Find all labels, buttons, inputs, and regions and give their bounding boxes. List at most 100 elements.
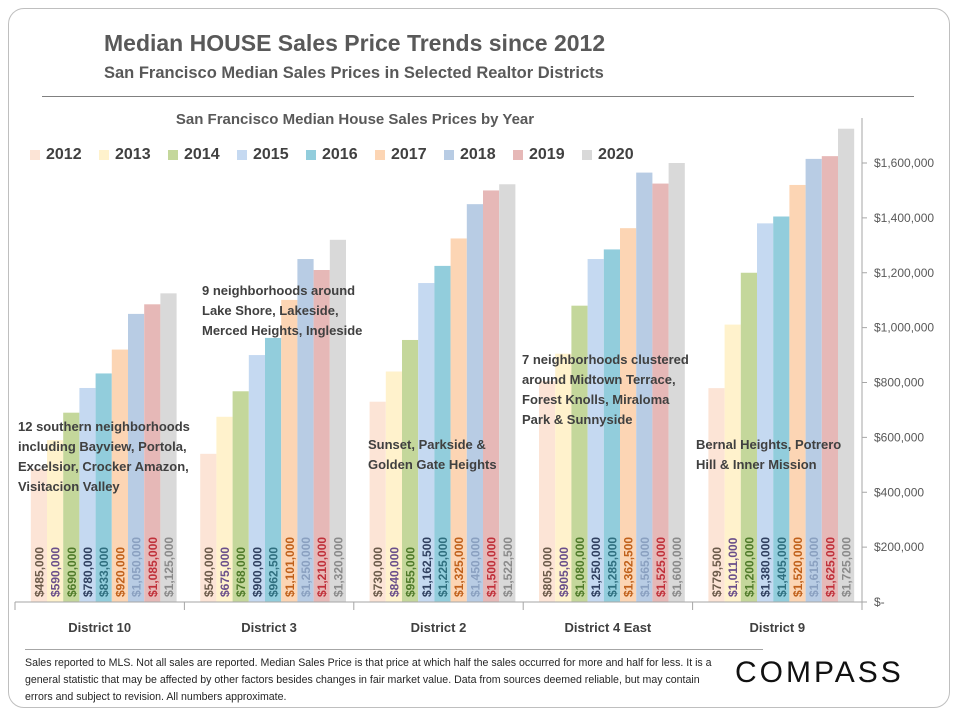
- data-label: $690,000: [65, 547, 79, 597]
- legend-label: 2020: [598, 146, 634, 163]
- annotation-line: Excelsior, Crocker Amazon,: [18, 459, 189, 474]
- chart-title: San Francisco Median House Sales Prices …: [175, 111, 535, 128]
- bar-2017-district-2: [450, 238, 467, 602]
- category-label: District 3: [241, 620, 297, 635]
- bar-2015-district-9: [757, 223, 774, 603]
- data-label: $730,000: [371, 547, 385, 597]
- data-label: $1,210,000: [315, 537, 329, 597]
- bar-2015-district-10: [79, 387, 96, 602]
- category-label: District 9: [749, 620, 805, 635]
- y-tick-label: $1,400,000: [874, 211, 934, 225]
- category-label: District 4 East: [565, 620, 652, 635]
- bar-2018-district-9: [805, 158, 822, 602]
- bar-2016-district-3: [265, 337, 282, 602]
- annotation-line: Forest Knolls, Miraloma: [522, 392, 670, 407]
- header-divider: [42, 96, 914, 97]
- bar-2014-district-9: [740, 272, 757, 602]
- legend-label: 2017: [391, 146, 427, 163]
- annotation-line: 7 neighborhoods clustered: [522, 352, 689, 367]
- bar-2019-district-4-east: [652, 183, 669, 602]
- page-title: Median HOUSE Sales Price Trends since 20…: [104, 30, 606, 56]
- bar-2016-district-9: [773, 216, 790, 603]
- data-label: $1,362,500: [622, 537, 636, 597]
- data-label: $900,000: [250, 547, 264, 597]
- bar-2018-district-10: [128, 313, 145, 602]
- legend-item-2018: 2018: [444, 146, 513, 164]
- data-label: $779,500: [710, 547, 724, 597]
- bar-2013-district-9: [724, 324, 741, 602]
- legend-item-2012: 2012: [30, 146, 99, 164]
- data-label: $1,380,000: [759, 537, 773, 597]
- legend-label: 2018: [460, 146, 496, 163]
- data-label: $1,525,000: [654, 537, 668, 597]
- legend-label: 2019: [529, 146, 565, 163]
- data-label: $1,080,000: [573, 537, 587, 597]
- data-label: $1,725,000: [840, 537, 854, 597]
- legend-swatch: [30, 150, 40, 160]
- bar-2013-district-10: [47, 440, 64, 602]
- bar-2012-district-3: [200, 453, 217, 602]
- legend-swatch: [375, 150, 385, 160]
- data-label: $1,450,000: [468, 537, 482, 597]
- data-label: $1,125,000: [162, 537, 176, 597]
- data-label: $1,625,000: [823, 537, 837, 597]
- legend-label: 2012: [46, 146, 82, 163]
- legend-swatch: [582, 150, 592, 160]
- data-label: $840,000: [387, 547, 401, 597]
- data-label: $1,200,000: [742, 537, 756, 597]
- legend-label: 2013: [115, 146, 151, 163]
- bar-2019-district-2: [483, 190, 500, 602]
- data-label: $485,000: [32, 547, 46, 597]
- bar-2017-district-4-east: [620, 228, 637, 602]
- data-label: $1,225,000: [436, 537, 450, 597]
- data-label: $1,250,000: [299, 537, 313, 597]
- data-label: $1,101,000: [283, 537, 297, 597]
- annotation-line: Golden Gate Heights: [368, 457, 497, 472]
- slide-frame: [8, 8, 950, 708]
- data-label: $1,565,000: [638, 537, 652, 597]
- legend-swatch: [237, 150, 247, 160]
- y-tick-label: $200,000: [874, 540, 924, 554]
- annotation-line: Visitacion Valley: [18, 479, 120, 494]
- annotation-line: including Bayview, Portola,: [18, 439, 187, 454]
- bar-2012-district-10: [30, 468, 47, 602]
- bar-2014-district-2: [402, 339, 419, 602]
- legend-item-2015: 2015: [237, 146, 306, 164]
- bar-2013-district-4-east: [555, 353, 572, 602]
- y-tick-label: $1,600,000: [874, 156, 934, 170]
- bar-2020-district-3: [329, 239, 346, 602]
- bar-2018-district-4-east: [636, 172, 653, 602]
- bar-2019-district-3: [313, 270, 330, 602]
- y-tick-label: $1,200,000: [874, 266, 934, 280]
- y-tick-label: $-: [874, 595, 885, 609]
- annotation-line: 9 neighborhoods around: [202, 283, 356, 298]
- data-label: $1,600,000: [670, 537, 684, 597]
- bar-2014-district-4-east: [571, 305, 588, 602]
- data-label: $590,000: [49, 547, 63, 597]
- annotation-line: Park & Sunnyside: [522, 412, 633, 427]
- data-label: $905,000: [557, 547, 571, 597]
- footer-divider: [25, 649, 763, 650]
- legend-label: 2014: [184, 146, 220, 163]
- bar-2015-district-4-east: [587, 259, 604, 602]
- data-label: $1,615,000: [807, 537, 821, 597]
- bar-2014-district-10: [63, 412, 80, 602]
- legend-label: 2015: [253, 146, 289, 163]
- legend-item-2020: 2020: [582, 146, 651, 164]
- y-tick-label: $600,000: [874, 430, 924, 444]
- compass-logo: COMPASS: [735, 656, 904, 689]
- footer-note: Sales reported to MLS. Not all sales are…: [25, 657, 712, 703]
- bar-2020-district-10: [160, 293, 177, 602]
- data-label: $1,520,000: [791, 537, 805, 597]
- bar-2017-district-3: [281, 299, 298, 602]
- annotation-line: Lake Shore, Lakeside,: [202, 303, 339, 318]
- legend-item-2014: 2014: [168, 146, 237, 164]
- annotation-line: around Midtown Terrace,: [522, 372, 676, 387]
- annotation-line: Merced Heights, Ingleside: [202, 323, 363, 338]
- annotation-line: Bernal Heights, Potrero: [696, 437, 842, 452]
- data-label: $1,285,000: [605, 537, 619, 597]
- data-label: $1,085,000: [146, 537, 160, 597]
- data-label: $1,250,000: [589, 537, 603, 597]
- data-label: $1,050,000: [130, 537, 144, 597]
